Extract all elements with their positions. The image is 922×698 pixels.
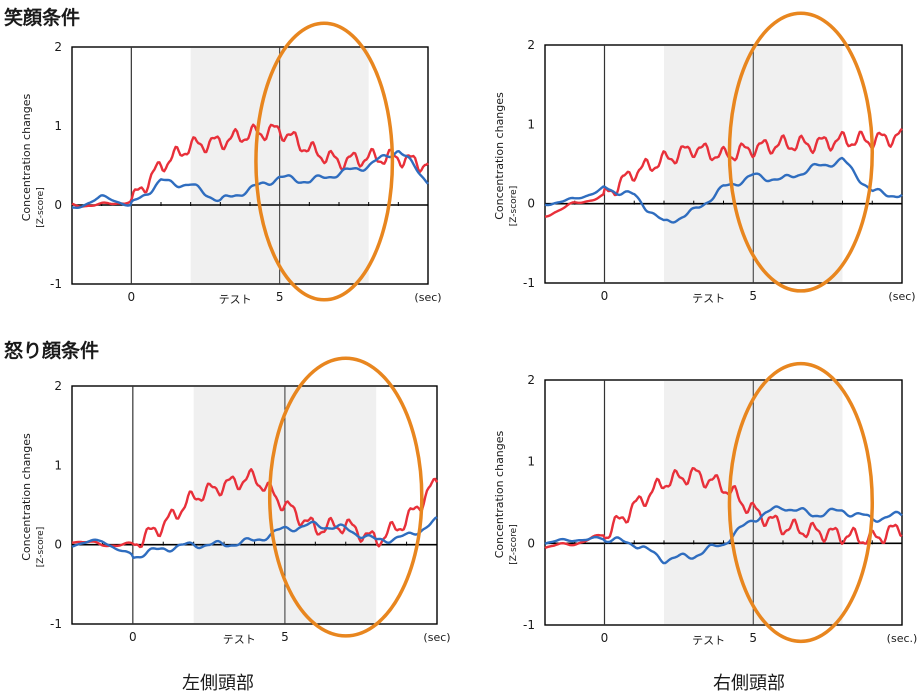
chart-smile-right: 2 1 0 -1 0 5 テスト (sec) Concentration changes [Z-s…	[493, 11, 916, 305]
series-red-line	[72, 468, 439, 549]
chart-angry-left: 2 1 0 -1 0 5 テスト (sec) Concentration changes [Z-s…	[20, 356, 451, 646]
y-tick-label: 2	[527, 373, 535, 387]
series-red-line	[544, 127, 903, 218]
y-tick-label: 1	[54, 458, 62, 472]
x-unit-label: (sec)	[414, 291, 441, 304]
x-tick-label: 0	[601, 289, 609, 303]
test-label: テスト	[692, 634, 725, 647]
x-tick-label: 5	[749, 631, 757, 645]
x-unit-label: (sec.)	[887, 632, 918, 645]
chart-angry-right: 2 1 0 -1 0 5 テスト (sec.) Concentration changes [Z-…	[493, 361, 918, 647]
y-axis-unit: [Z-score]	[509, 186, 519, 226]
y-tick-label: 2	[527, 38, 535, 52]
side-label-left: 左側頭部	[182, 673, 254, 694]
y-tick-label: 1	[527, 117, 535, 131]
series-red-line	[544, 467, 903, 550]
plot-frame	[71, 385, 438, 625]
test-label: テスト	[219, 293, 252, 306]
y-axis-label: Concentration changes	[493, 92, 506, 220]
y-tick-label: -1	[523, 276, 535, 290]
y-axis-label: Concentration changes	[20, 433, 33, 561]
y-axis-label: Concentration changes	[20, 93, 33, 221]
y-tick-label: 0	[527, 536, 535, 550]
x-unit-label: (sec)	[888, 290, 915, 303]
chart-smile-left: 2 1 0 -1 0 5 テスト (sec) Concentration changes [Z-s…	[20, 21, 442, 306]
test-label: テスト	[223, 633, 256, 646]
y-axis-unit: [Z-score]	[36, 527, 46, 567]
series-blue-line	[72, 149, 429, 210]
highlight-ellipse	[267, 356, 424, 638]
x-tick-label: 5	[276, 290, 284, 304]
y-tick-label: 0	[527, 197, 535, 211]
x-tick-label: 0	[601, 631, 609, 645]
condition-title-angry: 怒り顔条件	[4, 339, 99, 362]
y-axis-unit: [Z-score]	[509, 524, 519, 564]
y-tick-label: 1	[54, 119, 62, 133]
x-tick-label: 0	[128, 290, 136, 304]
plot-frame	[544, 379, 903, 626]
y-axis-label: Concentration changes	[493, 430, 506, 558]
y-axis-unit: [Z-score]	[36, 187, 46, 227]
highlight-ellipse	[727, 361, 874, 644]
y-tick-label: 0	[54, 538, 62, 552]
x-tick-label: 5	[749, 289, 757, 303]
y-tick-label: 1	[527, 455, 535, 469]
y-tick-label: 0	[54, 198, 62, 212]
y-tick-label: 2	[54, 379, 62, 393]
highlight-ellipse	[727, 11, 874, 293]
x-unit-label: (sec)	[423, 631, 450, 644]
series-blue-line	[544, 156, 903, 224]
plot-frame	[544, 44, 903, 284]
x-tick-label: 0	[129, 630, 137, 644]
x-tick-label: 5	[281, 630, 289, 644]
series-blue-line	[544, 505, 903, 565]
y-tick-label: -1	[50, 617, 62, 631]
y-tick-label: -1	[523, 618, 535, 632]
y-tick-label: -1	[50, 277, 62, 291]
plot-frame	[71, 46, 429, 285]
condition-title-smile: 笑顔条件	[4, 6, 80, 29]
y-tick-label: 2	[54, 40, 62, 54]
side-label-right: 右側頭部	[713, 673, 785, 694]
test-label: テスト	[692, 292, 725, 305]
highlight-ellipse	[254, 21, 395, 302]
series-blue-line	[71, 516, 438, 559]
series-red-line	[71, 123, 429, 208]
